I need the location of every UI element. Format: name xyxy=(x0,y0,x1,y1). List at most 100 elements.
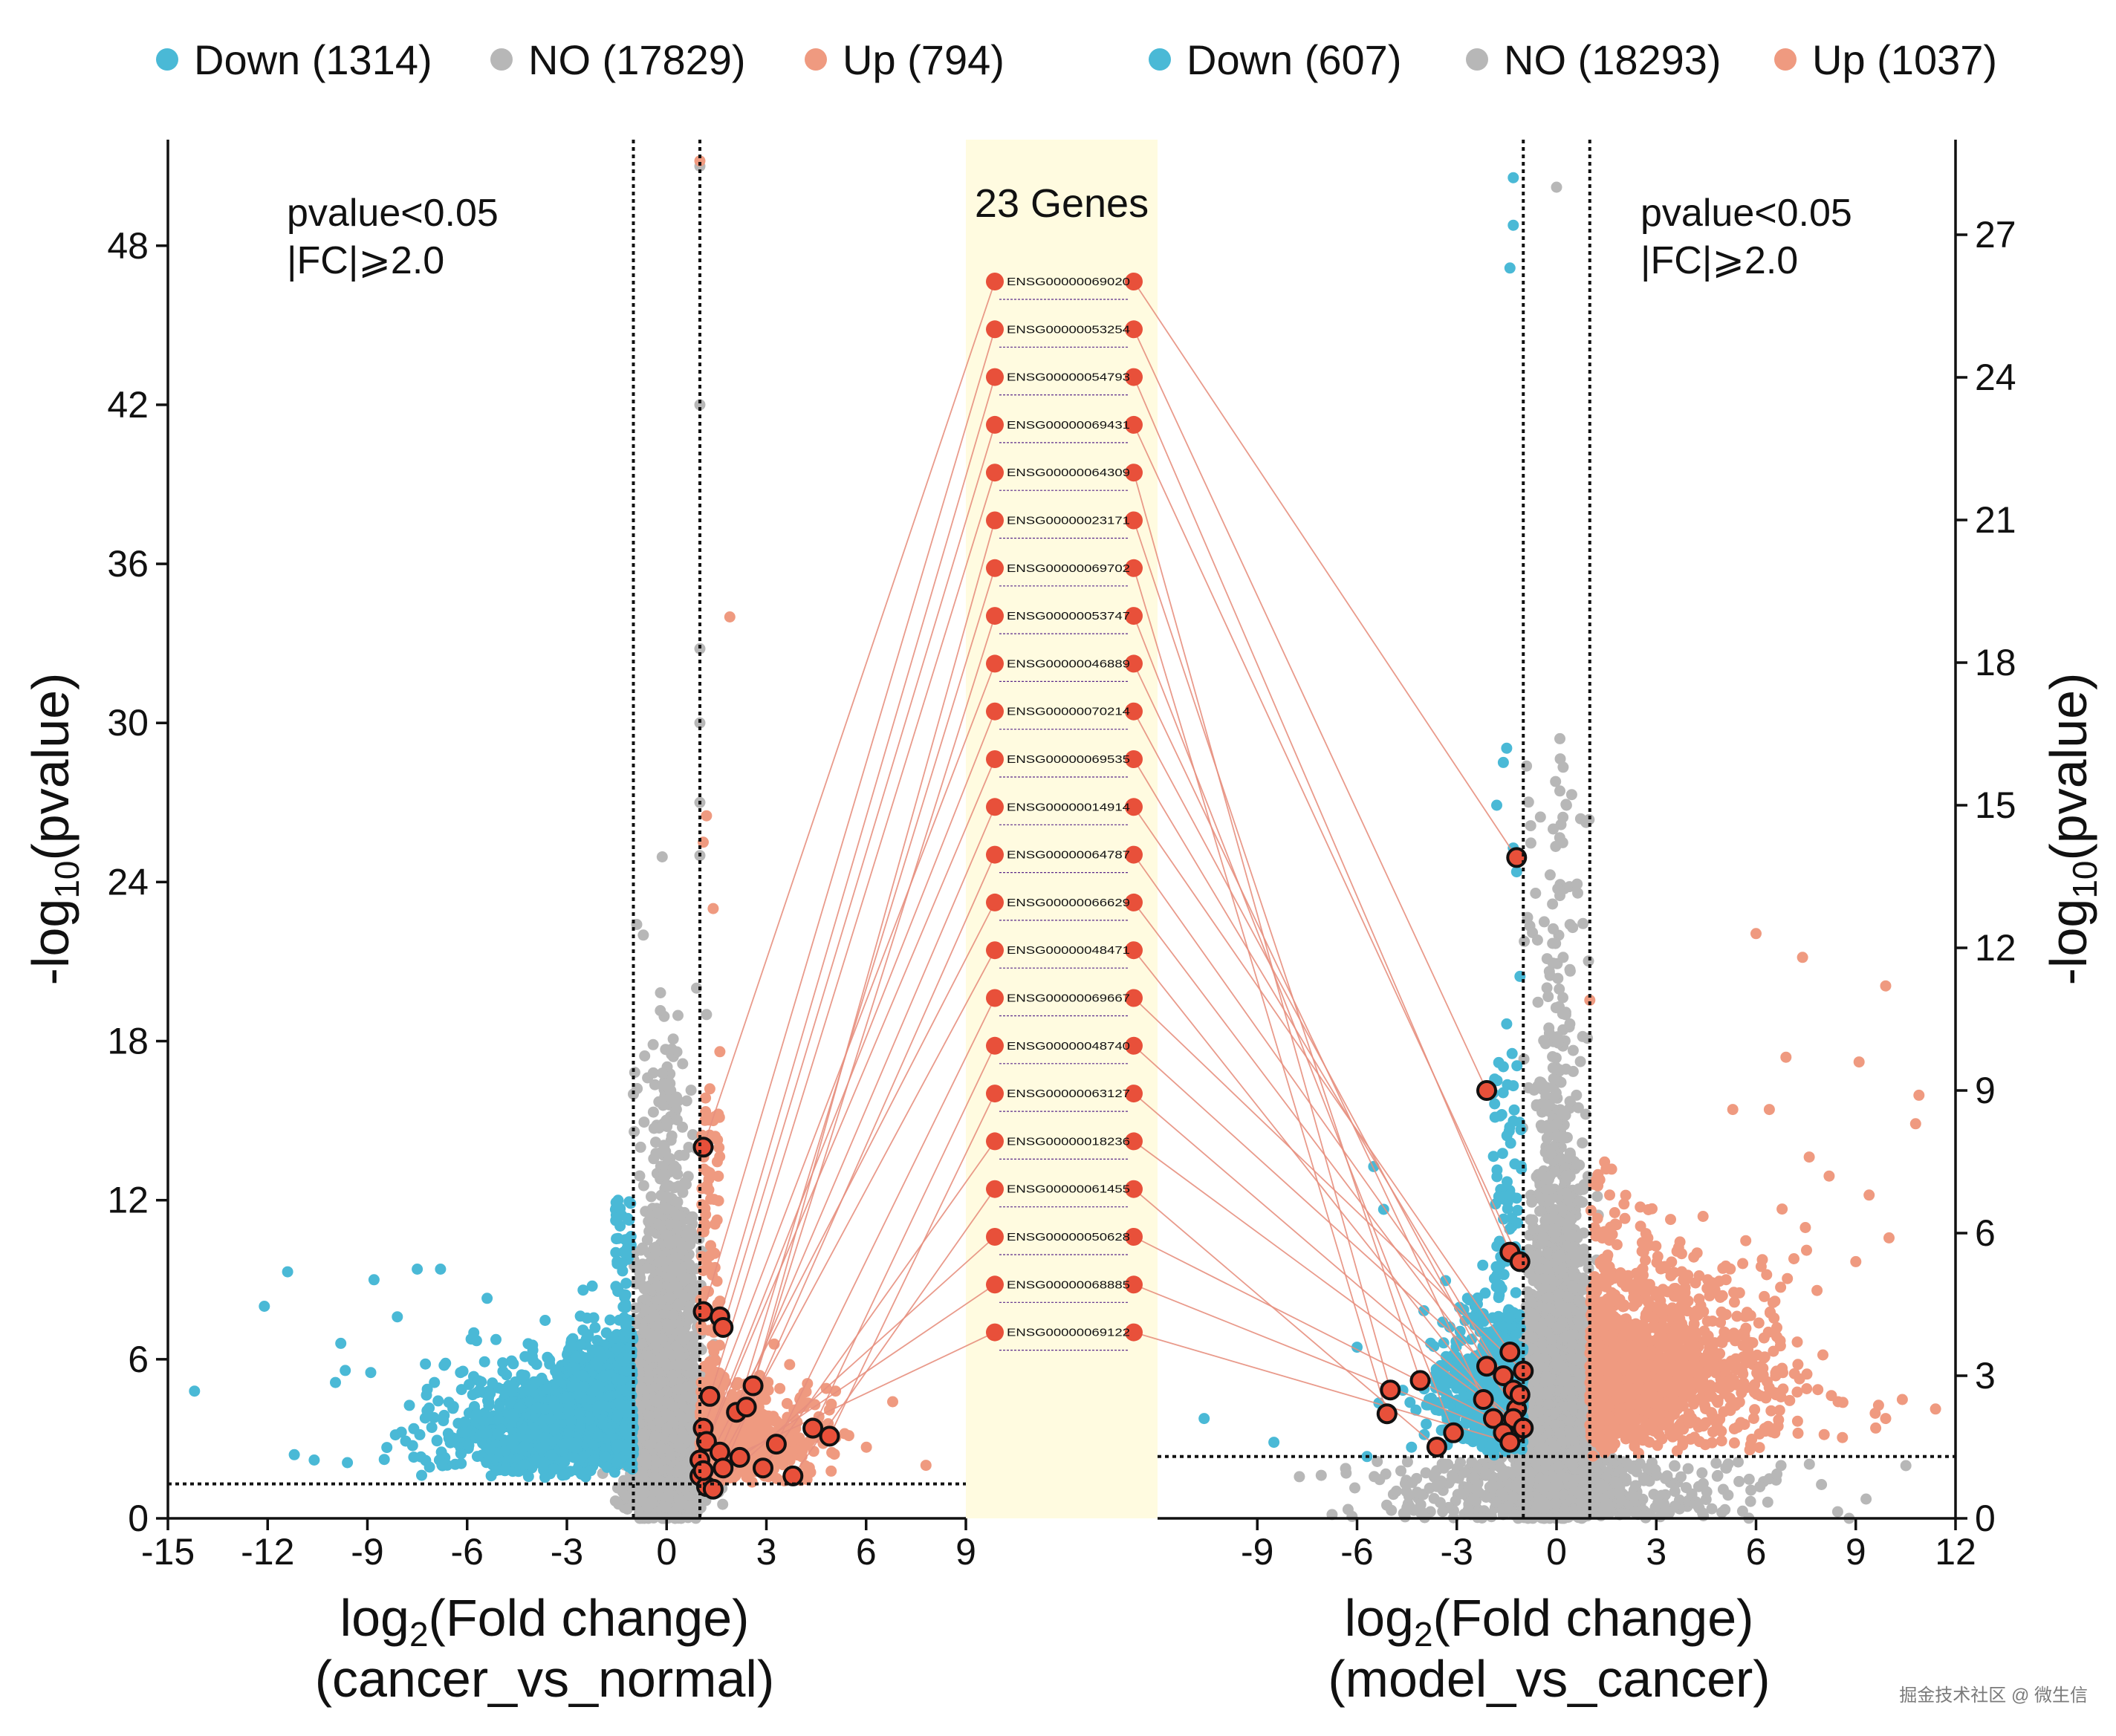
down-point xyxy=(571,1437,583,1449)
up-point xyxy=(713,1170,724,1182)
down-point xyxy=(618,1246,630,1258)
down-point xyxy=(507,1358,519,1370)
down-point xyxy=(548,1424,560,1436)
no-point xyxy=(663,1487,675,1499)
up-point xyxy=(784,1454,796,1466)
no-point xyxy=(652,1207,663,1219)
no-point xyxy=(655,1442,667,1454)
down-point xyxy=(487,1377,499,1389)
down-point xyxy=(519,1370,530,1382)
no-point xyxy=(641,1234,653,1246)
no-point xyxy=(678,1291,690,1303)
down-point xyxy=(431,1434,443,1446)
down-point xyxy=(519,1423,530,1435)
up-point xyxy=(920,1460,932,1472)
legend-marker xyxy=(805,48,827,71)
down-point xyxy=(588,1454,600,1466)
down-point xyxy=(539,1315,551,1326)
no-point xyxy=(640,1293,652,1305)
no-point xyxy=(685,1085,697,1096)
down-point xyxy=(392,1311,403,1323)
down-point xyxy=(600,1327,612,1339)
down-point xyxy=(574,1407,585,1419)
no-point xyxy=(701,1009,713,1021)
up-point xyxy=(770,1414,782,1426)
no-point xyxy=(655,1189,667,1201)
down-point xyxy=(614,1203,626,1215)
down-point xyxy=(495,1423,507,1435)
up-point xyxy=(823,1404,835,1416)
up-point xyxy=(713,1195,724,1206)
down-point xyxy=(522,1471,534,1483)
up-point xyxy=(784,1359,796,1371)
down-point xyxy=(438,1415,450,1427)
down-point xyxy=(342,1457,354,1469)
no-point xyxy=(670,1163,682,1174)
down-point xyxy=(620,1234,632,1246)
down-point xyxy=(591,1379,603,1391)
down-point xyxy=(497,1384,509,1395)
down-point xyxy=(548,1401,560,1413)
down-point xyxy=(599,1451,611,1463)
no-point xyxy=(640,1397,652,1409)
no-point xyxy=(667,1033,679,1045)
no-point xyxy=(649,1471,661,1483)
no-point xyxy=(643,1410,655,1422)
down-point xyxy=(481,1293,493,1304)
down-point xyxy=(507,1408,519,1420)
up-point xyxy=(828,1449,840,1460)
down-point xyxy=(308,1454,320,1466)
no-point xyxy=(686,1272,697,1284)
no-point xyxy=(661,1180,672,1192)
no-point xyxy=(649,1079,661,1090)
down-point xyxy=(562,1405,574,1417)
up-point xyxy=(713,1339,725,1351)
down-point xyxy=(568,1451,580,1463)
up-point xyxy=(701,810,713,822)
down-point xyxy=(527,1345,539,1356)
up-point xyxy=(714,1046,726,1058)
up-point xyxy=(704,1356,715,1368)
no-point xyxy=(666,1043,678,1055)
down-point xyxy=(592,1431,604,1443)
no-point xyxy=(656,1376,668,1388)
down-point xyxy=(618,1289,630,1301)
no-point xyxy=(641,1262,653,1274)
down-point xyxy=(578,1381,590,1393)
no-point xyxy=(653,1096,665,1108)
down-point xyxy=(584,1414,596,1425)
down-point xyxy=(455,1367,467,1379)
down-point xyxy=(500,1463,512,1475)
no-point xyxy=(646,1495,658,1506)
down-point xyxy=(575,1339,587,1350)
no-point xyxy=(717,1498,729,1510)
no-point xyxy=(635,1510,646,1522)
no-point xyxy=(648,1122,660,1134)
down-point xyxy=(536,1443,548,1454)
down-point xyxy=(581,1312,593,1324)
down-point xyxy=(189,1385,201,1397)
no-point xyxy=(686,1367,698,1379)
down-point xyxy=(493,1401,505,1413)
legend-label: NO (17829) xyxy=(528,36,746,83)
down-point xyxy=(444,1437,456,1449)
no-point xyxy=(669,1261,681,1272)
legend: Down (1314) NO (17829) Up (794) Down (607) N… xyxy=(156,36,1997,83)
down-point xyxy=(455,1448,467,1460)
down-point xyxy=(544,1354,556,1366)
down-point xyxy=(435,1264,447,1275)
down-point xyxy=(565,1341,577,1353)
no-point xyxy=(664,1270,676,1282)
down-point xyxy=(497,1357,509,1369)
down-point xyxy=(516,1443,528,1455)
legend-marker xyxy=(156,48,178,71)
no-point xyxy=(635,1141,646,1153)
up-point xyxy=(704,1083,715,1095)
down-point xyxy=(599,1400,611,1412)
no-point xyxy=(661,1116,673,1128)
down-point xyxy=(432,1395,444,1407)
genes-band-fill xyxy=(966,140,1158,1518)
down-point xyxy=(340,1365,351,1376)
no-point xyxy=(649,1430,661,1442)
no-point xyxy=(637,1470,649,1482)
